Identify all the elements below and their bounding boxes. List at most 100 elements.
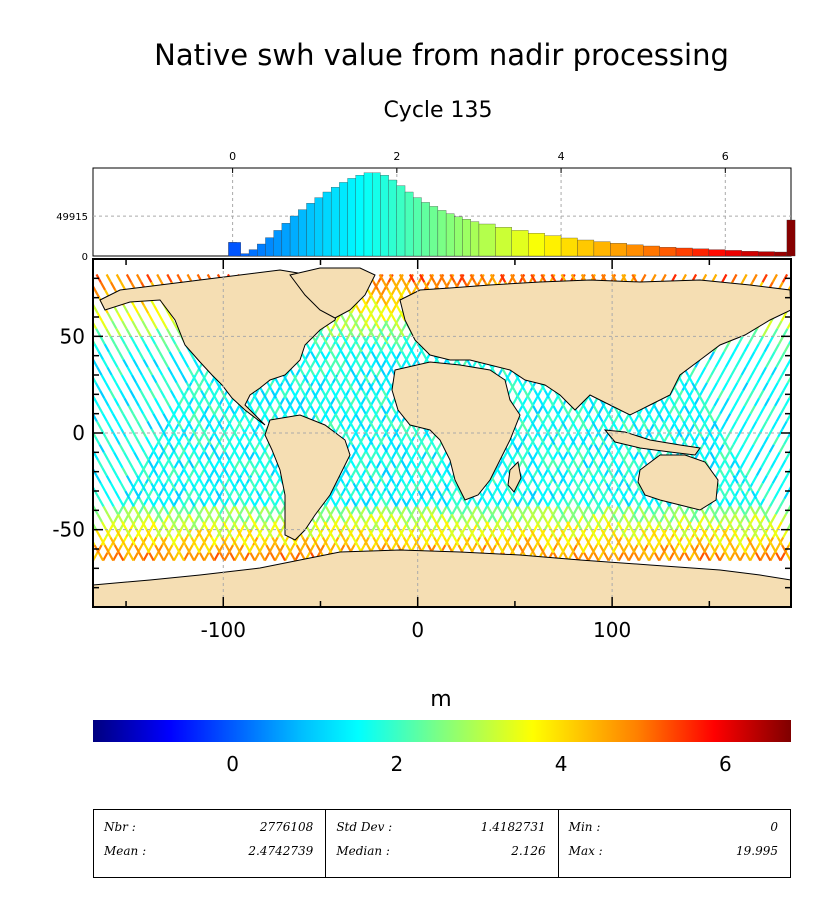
swh-track-segment: [381, 498, 388, 507]
swh-track-segment: [372, 281, 379, 291]
swh-track-segment: [261, 536, 268, 546]
swh-track-segment: [668, 552, 675, 562]
swh-track-segment: [264, 459, 271, 469]
swh-track-segment: [164, 343, 171, 353]
swh-track-segment: [524, 536, 531, 546]
swh-track-segment: [649, 544, 656, 554]
swh-track-segment: [368, 475, 375, 484]
swh-track-segment: [330, 498, 337, 507]
swh-track-segment: [518, 544, 525, 554]
swh-track-segment: [809, 336, 813, 344]
swh-track-segment: [766, 374, 773, 384]
swh-track-segment: [497, 459, 504, 469]
swh-track-segment: [454, 521, 462, 531]
swh-track-segment: [385, 351, 392, 361]
swh-track-segment: [609, 490, 616, 500]
swh-track-segment: [569, 436, 576, 446]
swh-track-segment: [12, 414, 16, 422]
swh-track-segment: [152, 552, 159, 562]
swh-track-segment: [185, 382, 192, 391]
swh-track-segment: [51, 321, 55, 329]
swh-track-segment: [764, 505, 771, 515]
swh-track-segment: [700, 544, 707, 554]
swh-track-segment: [204, 397, 211, 407]
swh-track-segment: [582, 451, 589, 461]
swh-track-segment: [647, 413, 654, 422]
histogram-y-tick-label: 49915: [56, 212, 88, 223]
swh-track-segment: [255, 490, 262, 500]
swh-track-segment: [380, 459, 387, 469]
swh-track-segment: [473, 536, 480, 546]
swh-track-segment: [158, 405, 165, 415]
swh-track-segment: [212, 413, 220, 422]
swh-track-segment: [319, 513, 326, 523]
swh-track-segment: [760, 459, 767, 469]
swh-track-segment: [33, 305, 37, 313]
swh-track-segment: [632, 451, 640, 461]
swh-track-segment: [141, 467, 149, 477]
swh-track-segment: [813, 274, 817, 282]
swh-track-segment: [103, 343, 110, 353]
swh-track-segment: [375, 451, 383, 461]
swh-track-segment: [390, 451, 397, 461]
swh-track-segment: [162, 359, 170, 368]
swh-track-segment: [597, 413, 604, 422]
swh-track-segment: [120, 281, 127, 291]
swh-track-segment: [592, 405, 600, 415]
swh-track-segment: [731, 273, 738, 283]
swh-track-segment: [401, 351, 408, 361]
swh-track-segment: [111, 320, 118, 330]
swh-track-segment: [59, 499, 63, 507]
swh-track-segment: [325, 397, 332, 407]
swh-track-segment: [674, 552, 681, 562]
swh-track-segment: [489, 529, 496, 538]
swh-track-segment: [417, 343, 424, 353]
swh-track-segment: [186, 475, 193, 484]
swh-track-segment: [433, 482, 440, 492]
swh-track-segment: [622, 451, 630, 461]
swh-track-segment: [639, 490, 647, 500]
swh-track-segment: [417, 490, 424, 500]
swh-track-segment: [14, 344, 18, 352]
swh-track-segment: [517, 397, 525, 407]
histogram-x-tick-label: 4: [558, 150, 565, 163]
swh-track-segment: [558, 397, 565, 407]
swh-track-segment: [203, 505, 210, 515]
swh-track-segment: [53, 360, 57, 368]
swh-track-segment: [214, 397, 221, 407]
swh-track-segment: [417, 436, 425, 446]
swh-track-segment: [324, 505, 332, 515]
swh-track-segment: [109, 536, 116, 546]
swh-track-segment: [384, 320, 391, 330]
swh-track-segment: [532, 405, 539, 415]
swh-track-segment: [88, 313, 92, 321]
swh-track-segment: [758, 389, 765, 399]
swh-track-segment: [569, 490, 576, 500]
swh-track-segment: [548, 544, 555, 554]
swh-track-segment: [118, 552, 125, 562]
histogram-bar: [421, 202, 430, 257]
swh-track-segment: [678, 505, 686, 515]
swh-track-segment: [704, 552, 711, 562]
swh-track-segment: [533, 444, 540, 453]
swh-track-segment: [764, 451, 771, 461]
swh-track-segment: [84, 545, 88, 553]
swh-track-segment: [311, 536, 318, 546]
swh-track-segment: [380, 505, 387, 515]
swh-track-segment: [547, 459, 554, 469]
swh-track-segment: [362, 536, 369, 546]
swh-track-segment: [794, 383, 798, 391]
swh-track-segment: [829, 282, 833, 290]
swh-track-segment: [272, 521, 280, 531]
swh-track-segment: [819, 429, 823, 437]
swh-track-segment: [10, 282, 14, 290]
swh-track-segment: [223, 405, 231, 415]
swh-track-segment: [347, 529, 355, 538]
swh-track-segment: [5, 383, 9, 391]
swh-track-segment: [310, 359, 317, 368]
swh-track-segment: [69, 352, 73, 360]
swh-track-segment: [49, 298, 53, 306]
histogram-bar: [577, 239, 595, 257]
swh-track-segment: [537, 405, 544, 415]
swh-track-segment: [443, 536, 450, 546]
